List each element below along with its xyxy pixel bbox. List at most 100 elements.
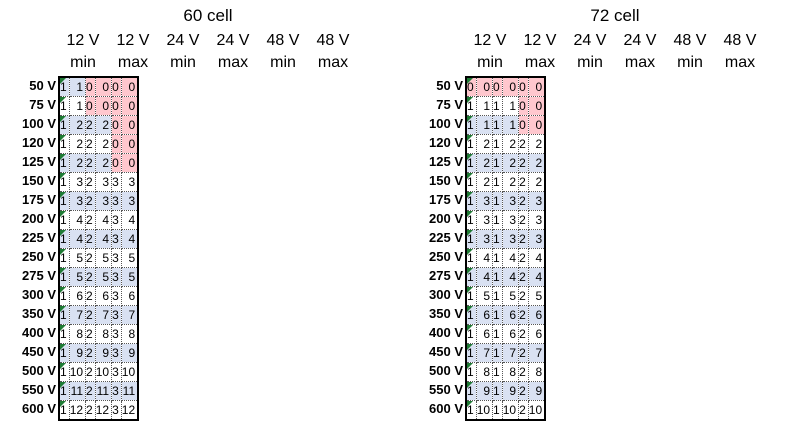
- table-cell[interactable]: 0: [111, 115, 122, 135]
- table-cell[interactable]: 9: [121, 343, 139, 363]
- table-cell[interactable]: 1: [466, 305, 477, 325]
- table-cell[interactable]: 9: [95, 343, 113, 363]
- table-cell[interactable]: 1: [492, 343, 503, 363]
- table-cell[interactable]: 3: [111, 248, 122, 268]
- table-cell[interactable]: 3: [111, 267, 122, 287]
- table-cell[interactable]: 1: [492, 305, 503, 325]
- table-cell[interactable]: 2: [85, 153, 96, 173]
- table-cell[interactable]: 1: [59, 96, 70, 116]
- table-cell[interactable]: 2: [95, 134, 113, 154]
- table-cell[interactable]: 6: [502, 305, 520, 325]
- table-cell[interactable]: 0: [121, 77, 139, 97]
- table-cell[interactable]: 5: [476, 286, 494, 306]
- table-cell[interactable]: 3: [111, 286, 122, 306]
- table-cell[interactable]: 1: [492, 381, 503, 401]
- table-cell[interactable]: 7: [121, 305, 139, 325]
- table-cell[interactable]: 2: [518, 134, 529, 154]
- table-cell[interactable]: 2: [518, 248, 529, 268]
- table-cell[interactable]: 4: [121, 229, 139, 249]
- table-cell[interactable]: 1: [492, 153, 503, 173]
- table-cell[interactable]: 0: [95, 77, 113, 97]
- table-cell[interactable]: 2: [85, 286, 96, 306]
- table-cell[interactable]: 12: [95, 400, 113, 421]
- table-cell[interactable]: 1: [492, 115, 503, 135]
- table-cell[interactable]: 1: [492, 172, 503, 192]
- table-cell[interactable]: 1: [59, 229, 70, 249]
- table-cell[interactable]: 1: [59, 362, 70, 382]
- table-cell[interactable]: 3: [95, 172, 113, 192]
- table-cell[interactable]: 2: [502, 153, 520, 173]
- table-cell[interactable]: 1: [59, 343, 70, 363]
- table-cell[interactable]: 1: [69, 77, 87, 97]
- table-cell[interactable]: 3: [69, 191, 87, 211]
- table-cell[interactable]: 2: [502, 172, 520, 192]
- table-cell[interactable]: 7: [528, 343, 546, 363]
- table-cell[interactable]: 0: [111, 77, 122, 97]
- table-cell[interactable]: 1: [59, 286, 70, 306]
- table-cell[interactable]: 5: [95, 267, 113, 287]
- table-cell[interactable]: 2: [85, 305, 96, 325]
- table-cell[interactable]: 1: [466, 153, 477, 173]
- table-cell[interactable]: 0: [111, 153, 122, 173]
- table-cell[interactable]: 0: [85, 77, 96, 97]
- table-cell[interactable]: 3: [121, 191, 139, 211]
- table-cell[interactable]: 0: [121, 115, 139, 135]
- table-cell[interactable]: 1: [502, 96, 520, 116]
- table-cell[interactable]: 6: [95, 286, 113, 306]
- table-cell[interactable]: 11: [95, 381, 113, 401]
- table-cell[interactable]: 1: [466, 229, 477, 249]
- table-cell[interactable]: 2: [69, 115, 87, 135]
- table-cell[interactable]: 1: [492, 210, 503, 230]
- table-cell[interactable]: 1: [59, 305, 70, 325]
- table-cell[interactable]: 11: [69, 381, 87, 401]
- table-cell[interactable]: 1: [476, 115, 494, 135]
- table-cell[interactable]: 1: [59, 248, 70, 268]
- table-cell[interactable]: 4: [95, 229, 113, 249]
- table-cell[interactable]: 0: [95, 96, 113, 116]
- table-cell[interactable]: 0: [518, 96, 529, 116]
- table-cell[interactable]: 2: [476, 134, 494, 154]
- table-cell[interactable]: 0: [466, 77, 477, 97]
- table-cell[interactable]: 2: [518, 172, 529, 192]
- table-cell[interactable]: 1: [59, 115, 70, 135]
- table-cell[interactable]: 9: [69, 343, 87, 363]
- table-cell[interactable]: 1: [59, 324, 70, 344]
- table-cell[interactable]: 2: [518, 305, 529, 325]
- table-cell[interactable]: 8: [121, 324, 139, 344]
- table-cell[interactable]: 2: [518, 324, 529, 344]
- table-cell[interactable]: 0: [528, 115, 546, 135]
- table-cell[interactable]: 2: [85, 381, 96, 401]
- table-cell[interactable]: 3: [476, 210, 494, 230]
- table-cell[interactable]: 2: [502, 134, 520, 154]
- table-cell[interactable]: 0: [476, 77, 494, 97]
- table-cell[interactable]: 10: [69, 362, 87, 382]
- table-cell[interactable]: 2: [85, 191, 96, 211]
- table-cell[interactable]: 1: [492, 134, 503, 154]
- table-cell[interactable]: 2: [69, 153, 87, 173]
- table-cell[interactable]: 3: [111, 343, 122, 363]
- table-cell[interactable]: 1: [59, 153, 70, 173]
- table-cell[interactable]: 0: [121, 134, 139, 154]
- table-cell[interactable]: 1: [69, 96, 87, 116]
- table-cell[interactable]: 8: [69, 324, 87, 344]
- table-cell[interactable]: 1: [466, 400, 477, 421]
- table-cell[interactable]: 1: [466, 267, 477, 287]
- table-cell[interactable]: 1: [466, 172, 477, 192]
- table-cell[interactable]: 1: [466, 96, 477, 116]
- table-cell[interactable]: 6: [476, 324, 494, 344]
- table-cell[interactable]: 8: [528, 362, 546, 382]
- table-cell[interactable]: 5: [528, 286, 546, 306]
- table-cell[interactable]: 3: [111, 210, 122, 230]
- table-cell[interactable]: 8: [95, 324, 113, 344]
- table-cell[interactable]: 1: [466, 324, 477, 344]
- table-cell[interactable]: 0: [85, 96, 96, 116]
- table-cell[interactable]: 1: [492, 96, 503, 116]
- table-cell[interactable]: 2: [518, 400, 529, 421]
- table-cell[interactable]: 2: [69, 134, 87, 154]
- table-cell[interactable]: 0: [492, 77, 503, 97]
- table-cell[interactable]: 2: [85, 172, 96, 192]
- table-cell[interactable]: 1: [59, 210, 70, 230]
- table-cell[interactable]: 2: [95, 153, 113, 173]
- table-cell[interactable]: 0: [121, 96, 139, 116]
- table-cell[interactable]: 8: [476, 362, 494, 382]
